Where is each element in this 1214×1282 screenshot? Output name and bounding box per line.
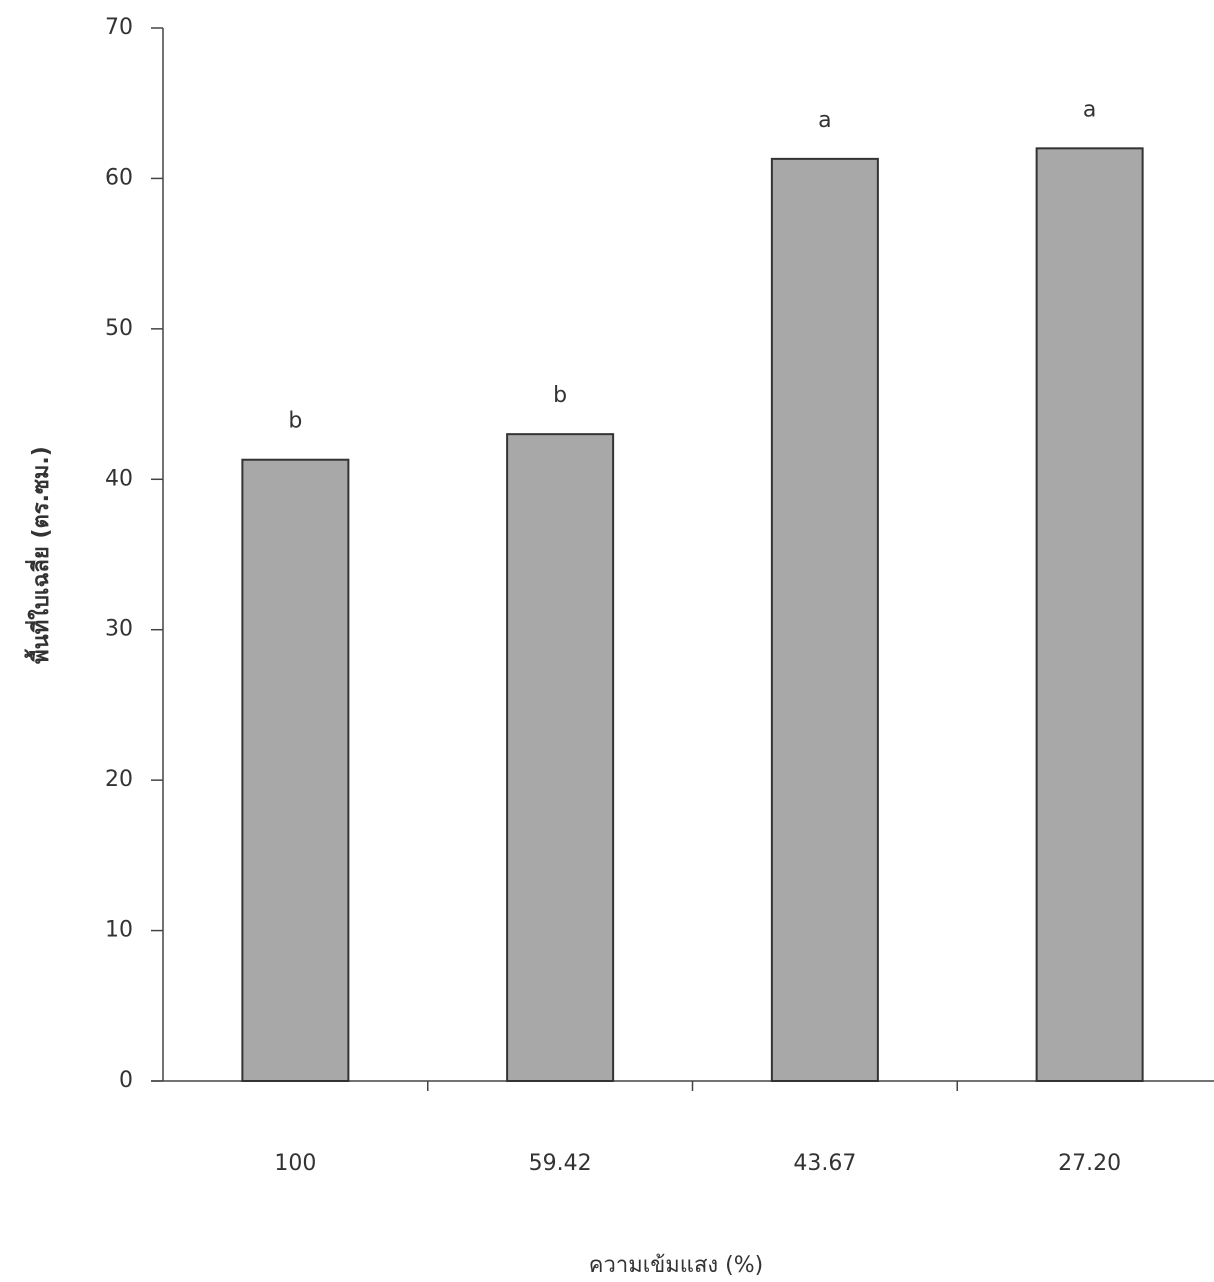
- significance-label: a: [818, 108, 831, 133]
- y-tick-label: 40: [105, 466, 133, 491]
- bar: [1035, 147, 1144, 1083]
- x-tick-label: 27.20: [1058, 1151, 1121, 1176]
- y-tick-label: 0: [119, 1068, 133, 1093]
- bar: [506, 433, 615, 1082]
- significance-label: b: [553, 383, 567, 408]
- y-tick-label: 60: [105, 165, 133, 190]
- y-axis-label: พื้นที่ใบเฉลี่ย (ตร.ซม.): [24, 446, 54, 664]
- x-tick-label: 43.67: [793, 1151, 856, 1176]
- bar: [241, 458, 350, 1083]
- x-tick-label: 100: [274, 1151, 316, 1176]
- significance-label: a: [1083, 97, 1096, 122]
- x-tick-label: 59.42: [529, 1151, 592, 1176]
- y-tick-label: 10: [105, 918, 133, 943]
- x-axis-label: ความเข้มแสง (%): [589, 1253, 763, 1278]
- y-tick-label: 70: [105, 15, 133, 40]
- y-tick-label: 20: [105, 767, 133, 792]
- y-tick-label: 50: [105, 316, 133, 341]
- y-tick-label: 30: [105, 617, 133, 642]
- bar: [770, 157, 879, 1082]
- significance-label: b: [288, 409, 302, 434]
